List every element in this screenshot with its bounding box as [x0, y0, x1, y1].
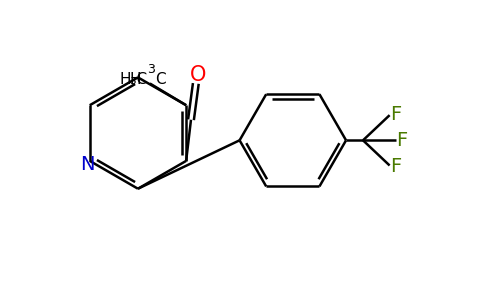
- Text: F: F: [390, 157, 401, 176]
- Text: 3: 3: [148, 63, 155, 76]
- Text: N: N: [80, 155, 94, 174]
- Text: O: O: [190, 65, 207, 85]
- Text: F: F: [390, 105, 401, 124]
- Text: C: C: [155, 72, 166, 87]
- Text: F: F: [396, 131, 408, 150]
- Text: H₃C: H₃C: [119, 72, 148, 87]
- Text: H: H: [130, 72, 141, 87]
